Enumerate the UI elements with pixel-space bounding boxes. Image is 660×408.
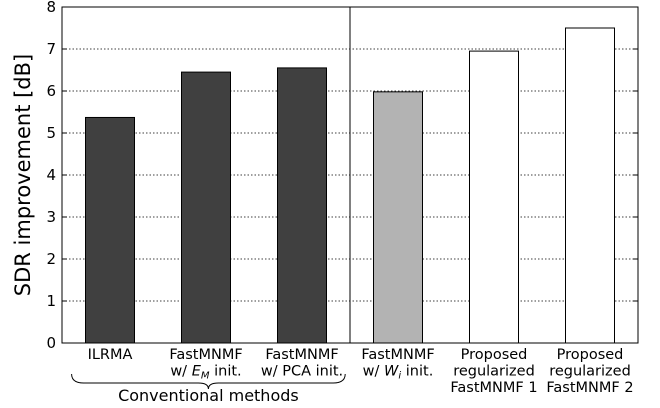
- y-tick-label: 6: [46, 82, 56, 100]
- y-tick-label: 1: [46, 292, 56, 310]
- y-axis-title: SDR improvement [dB]: [11, 54, 35, 296]
- x-tick-label-1: FastMNMF w/ EM init.: [169, 347, 242, 382]
- y-tick-label: 4: [46, 166, 56, 184]
- x-tick-label-4: Proposed regularized FastMNMF 1: [450, 347, 537, 396]
- bar-1: [181, 71, 231, 344]
- bar-3: [373, 91, 423, 344]
- x-tick-label-2: FastMNMF w/ PCA init.: [261, 347, 343, 380]
- group-brace: [71, 373, 346, 390]
- bars: [85, 27, 615, 344]
- group-label: Conventional methods: [118, 386, 299, 405]
- y-tick-label: 7: [46, 40, 56, 58]
- x-tick-label-0: ILRMA: [88, 347, 133, 363]
- bar-5: [565, 27, 615, 344]
- x-tick-labels: ILRMA FastMNMF w/ EM init. FastMNMF w/ PCA i…: [88, 347, 634, 396]
- y-tick-label: 0: [46, 334, 56, 352]
- bar-2: [277, 67, 327, 344]
- y-tick-label: 5: [46, 124, 56, 142]
- y-tick-label: 8: [46, 0, 56, 16]
- y-tick-label: 3: [46, 208, 56, 226]
- plot-frame: [61, 6, 639, 344]
- group-annotation: Conventional methods: [71, 373, 346, 405]
- y-ticks: 0 1 2 3 4 5 6 7 8: [46, 0, 638, 352]
- bar-0: [85, 116, 135, 344]
- y-tick-label: 2: [46, 250, 56, 268]
- x-tick-label-3: FastMNMF w/ Wi init.: [361, 347, 434, 382]
- bar-4: [469, 50, 519, 344]
- x-tick-label-5: Proposed regularized FastMNMF 2: [546, 347, 633, 396]
